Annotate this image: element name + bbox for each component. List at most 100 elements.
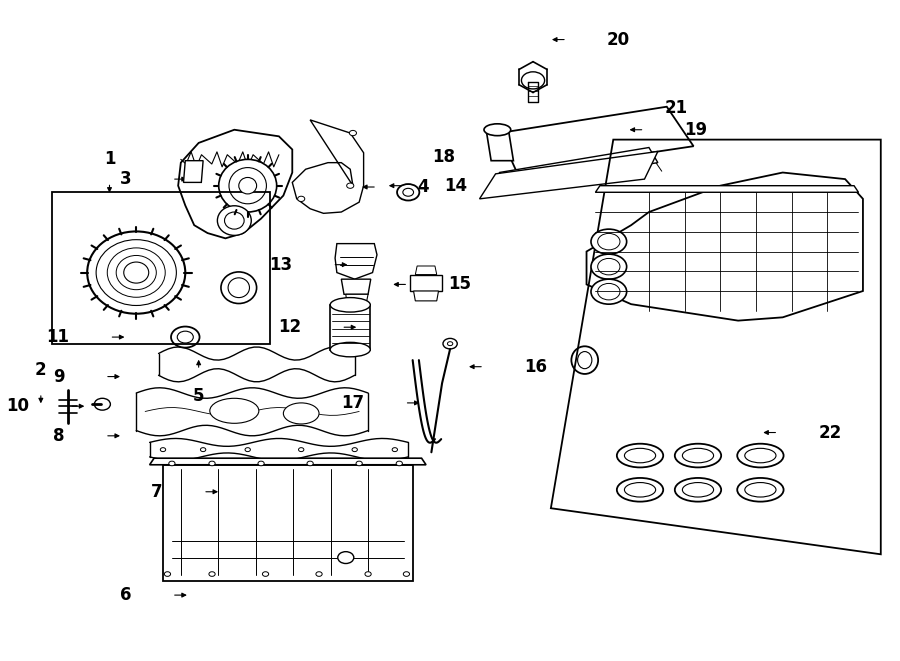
Polygon shape — [184, 161, 203, 182]
Ellipse shape — [745, 483, 776, 497]
Text: 3: 3 — [121, 170, 131, 188]
Ellipse shape — [675, 478, 721, 502]
Ellipse shape — [220, 272, 256, 303]
Ellipse shape — [258, 461, 265, 466]
Ellipse shape — [625, 448, 655, 463]
Ellipse shape — [338, 552, 354, 564]
Ellipse shape — [263, 572, 269, 576]
Ellipse shape — [316, 572, 322, 576]
Text: 1: 1 — [104, 150, 115, 169]
Ellipse shape — [307, 461, 313, 466]
Ellipse shape — [209, 572, 215, 576]
Polygon shape — [587, 173, 863, 321]
Ellipse shape — [578, 352, 592, 369]
Polygon shape — [500, 106, 694, 173]
Ellipse shape — [682, 448, 714, 463]
Ellipse shape — [299, 447, 304, 451]
Ellipse shape — [245, 447, 250, 451]
Bar — [51, 192, 270, 344]
Polygon shape — [163, 465, 413, 580]
Ellipse shape — [403, 572, 410, 576]
Ellipse shape — [107, 248, 166, 297]
Ellipse shape — [598, 233, 620, 250]
Text: 17: 17 — [341, 394, 365, 412]
Ellipse shape — [298, 196, 305, 202]
Ellipse shape — [591, 229, 626, 254]
Text: 19: 19 — [685, 121, 707, 139]
Text: 15: 15 — [448, 276, 472, 293]
Text: 10: 10 — [6, 397, 29, 415]
Ellipse shape — [160, 447, 166, 451]
Text: 18: 18 — [433, 148, 455, 167]
Ellipse shape — [616, 444, 663, 467]
Ellipse shape — [356, 461, 363, 466]
Ellipse shape — [616, 478, 663, 502]
Ellipse shape — [165, 572, 171, 576]
Text: 13: 13 — [269, 256, 292, 274]
Ellipse shape — [210, 399, 259, 423]
Ellipse shape — [447, 342, 453, 346]
Text: 6: 6 — [121, 586, 131, 604]
Ellipse shape — [443, 338, 457, 349]
Ellipse shape — [675, 444, 721, 467]
Ellipse shape — [330, 297, 370, 312]
Polygon shape — [413, 291, 438, 301]
Ellipse shape — [171, 327, 200, 348]
Ellipse shape — [591, 254, 626, 279]
Text: 12: 12 — [278, 318, 302, 336]
Ellipse shape — [201, 447, 206, 451]
Polygon shape — [487, 133, 513, 161]
Ellipse shape — [737, 478, 784, 502]
Bar — [330, 305, 370, 350]
Ellipse shape — [346, 183, 354, 188]
Ellipse shape — [737, 444, 784, 467]
Ellipse shape — [396, 461, 402, 466]
Ellipse shape — [330, 342, 370, 357]
Ellipse shape — [228, 278, 249, 297]
Ellipse shape — [598, 284, 620, 300]
Text: 5: 5 — [193, 387, 204, 405]
Ellipse shape — [625, 483, 655, 497]
Text: 14: 14 — [444, 176, 467, 195]
Ellipse shape — [218, 206, 251, 235]
Ellipse shape — [521, 72, 544, 89]
Polygon shape — [341, 279, 371, 294]
Ellipse shape — [96, 240, 176, 305]
Ellipse shape — [591, 279, 626, 304]
Ellipse shape — [209, 461, 215, 466]
Text: 9: 9 — [53, 368, 65, 385]
Ellipse shape — [94, 399, 111, 410]
Ellipse shape — [87, 231, 185, 314]
Ellipse shape — [116, 255, 157, 290]
Text: 8: 8 — [53, 427, 65, 445]
Polygon shape — [480, 151, 658, 199]
Text: 22: 22 — [818, 424, 842, 442]
Ellipse shape — [682, 483, 714, 497]
Ellipse shape — [392, 447, 398, 451]
Ellipse shape — [572, 346, 598, 374]
Polygon shape — [149, 458, 426, 465]
Ellipse shape — [484, 124, 510, 136]
Text: 21: 21 — [664, 99, 688, 117]
Text: 4: 4 — [417, 178, 428, 196]
Polygon shape — [410, 274, 442, 291]
Polygon shape — [596, 186, 859, 192]
Ellipse shape — [365, 572, 371, 576]
Polygon shape — [335, 244, 377, 279]
Ellipse shape — [177, 331, 194, 343]
Polygon shape — [415, 266, 436, 274]
Text: 7: 7 — [151, 483, 163, 501]
Text: 11: 11 — [47, 328, 69, 346]
Ellipse shape — [124, 262, 148, 283]
Polygon shape — [500, 147, 658, 186]
Ellipse shape — [219, 159, 276, 212]
Ellipse shape — [229, 168, 266, 204]
Ellipse shape — [169, 461, 175, 466]
Polygon shape — [346, 294, 368, 307]
Text: 16: 16 — [524, 358, 547, 375]
Ellipse shape — [598, 258, 620, 275]
Ellipse shape — [224, 212, 244, 229]
Ellipse shape — [397, 184, 419, 200]
Ellipse shape — [352, 447, 357, 451]
Text: 20: 20 — [607, 30, 630, 48]
